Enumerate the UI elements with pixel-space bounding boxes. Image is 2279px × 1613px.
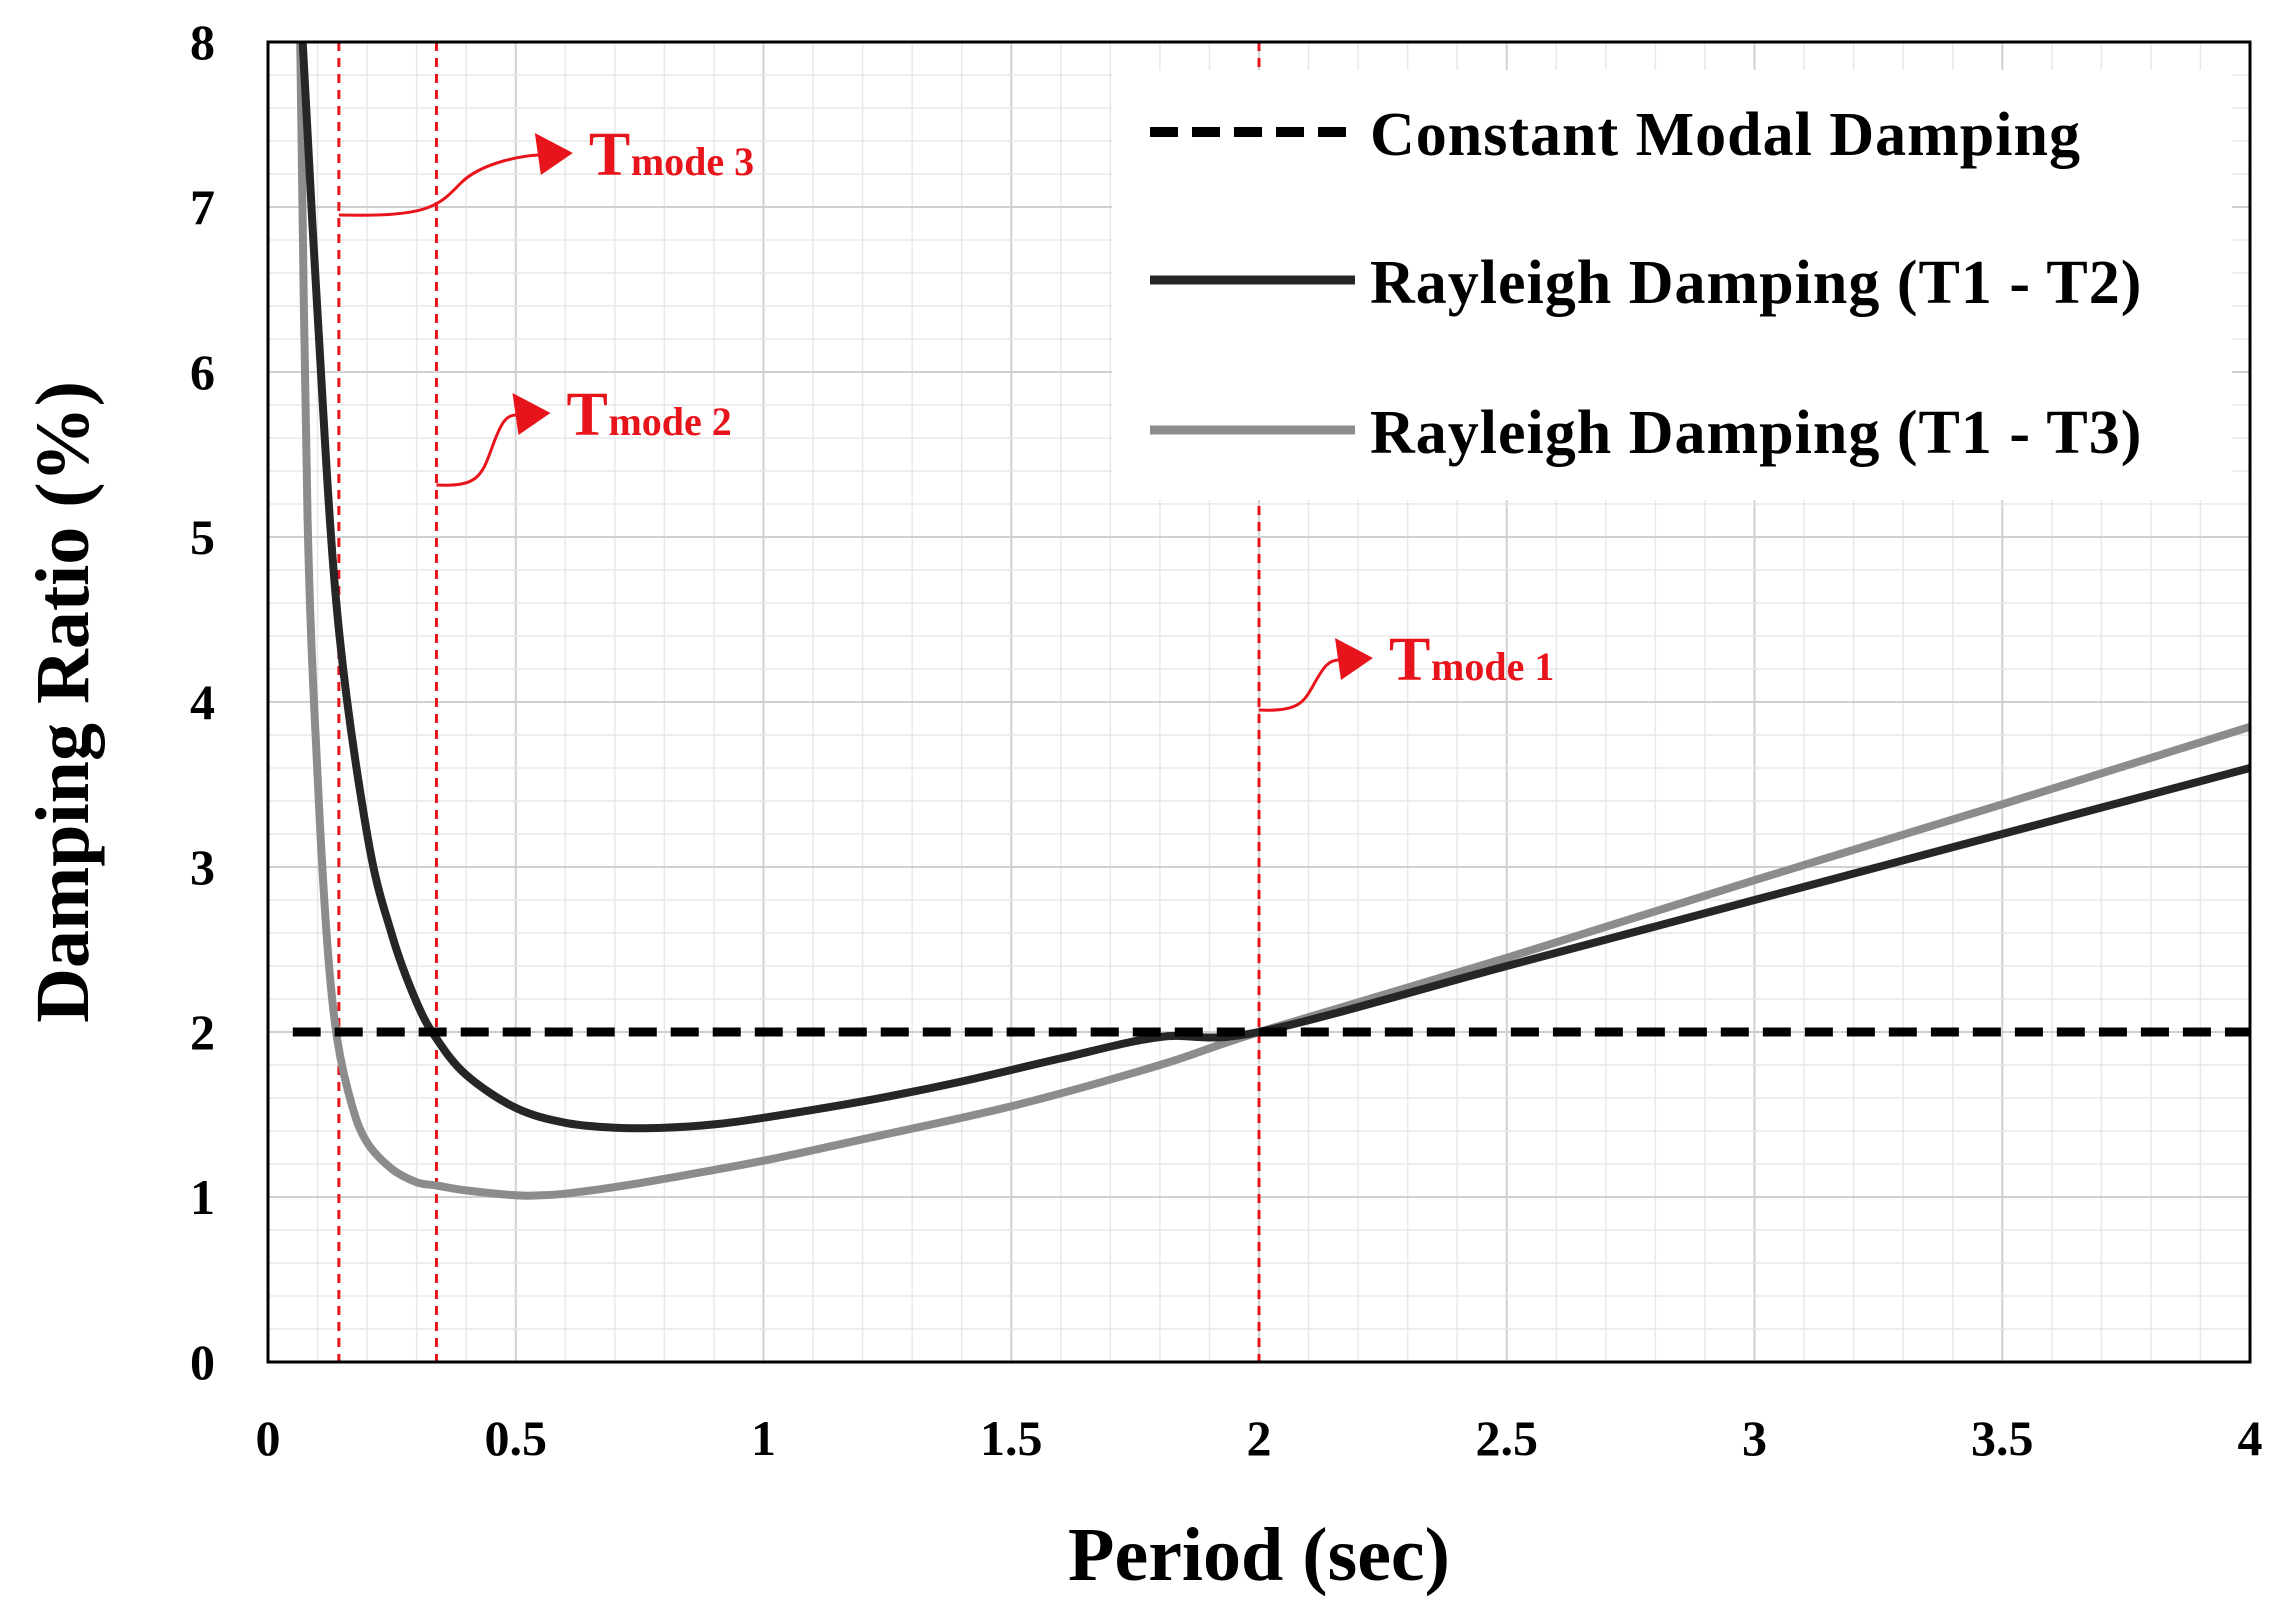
legend-label-rayleigh-t1-t2: Rayleigh Damping (T1 - T2)	[1370, 249, 2142, 317]
y-tick-labels: 0 1 2 3 4 5 6 7 8	[190, 14, 215, 1390]
x-tick-label: 1.5	[980, 1410, 1043, 1466]
mode-arrow-curve	[338, 153, 539, 217]
mode-arrow-head	[512, 393, 551, 435]
series-line-1	[298, 42, 2250, 1133]
x-tick-labels: 0 0.5 1 1.5 2 2.5 3 3.5 4	[256, 1410, 2263, 1466]
x-tick-label: 3.5	[1971, 1410, 2034, 1466]
mode-label-subscript: mode 2	[608, 399, 731, 444]
x-tick-label: 3	[1742, 1410, 1767, 1466]
x-tick-label: 4	[2238, 1410, 2263, 1466]
x-tick-label: 2	[1247, 1410, 1272, 1466]
mode-arrow-head	[1335, 638, 1373, 680]
x-tick-label: 2.5	[1476, 1410, 1539, 1466]
y-tick-label: 4	[190, 674, 215, 730]
x-tick-label: 0.5	[485, 1410, 548, 1466]
mode-arrow-curve	[436, 413, 517, 487]
mode-arrow-curve	[1258, 658, 1340, 712]
y-tick-label: 2	[190, 1004, 215, 1060]
mode-label: T	[589, 121, 630, 189]
y-tick-label: 0	[190, 1334, 215, 1390]
x-tick-label: 0	[256, 1410, 281, 1466]
mode-label: T	[566, 381, 607, 449]
y-tick-label: 6	[190, 344, 215, 400]
plot-frame	[266, 40, 2252, 1364]
y-tick-label: 1	[190, 1169, 215, 1225]
x-tick-label: 1	[751, 1410, 776, 1466]
mode-label-subscript: mode 1	[1431, 644, 1554, 689]
y-tick-label: 7	[190, 179, 215, 235]
y-tick-label: 3	[190, 839, 215, 895]
y-tick-label: 8	[190, 14, 215, 70]
mode-label: T	[1389, 626, 1430, 694]
x-axis-title: Period (sec)	[1068, 1513, 1450, 1597]
y-axis-title: Damping Ratio (%)	[21, 381, 105, 1023]
mode-arrow-head	[534, 133, 573, 175]
series-lines	[292, 42, 2250, 1200]
y-tick-label: 5	[190, 509, 215, 565]
mode-label-subscript: mode 3	[631, 139, 754, 184]
series-line-2	[296, 42, 2250, 1200]
legend-label-constant: Constant Modal Damping	[1370, 101, 2081, 169]
legend: Constant Modal Damping Rayleigh Damping …	[1112, 70, 2232, 500]
legend-label-rayleigh-t1-t3: Rayleigh Damping (T1 - T3)	[1370, 399, 2142, 467]
vertical-markers	[337, 42, 1261, 1362]
